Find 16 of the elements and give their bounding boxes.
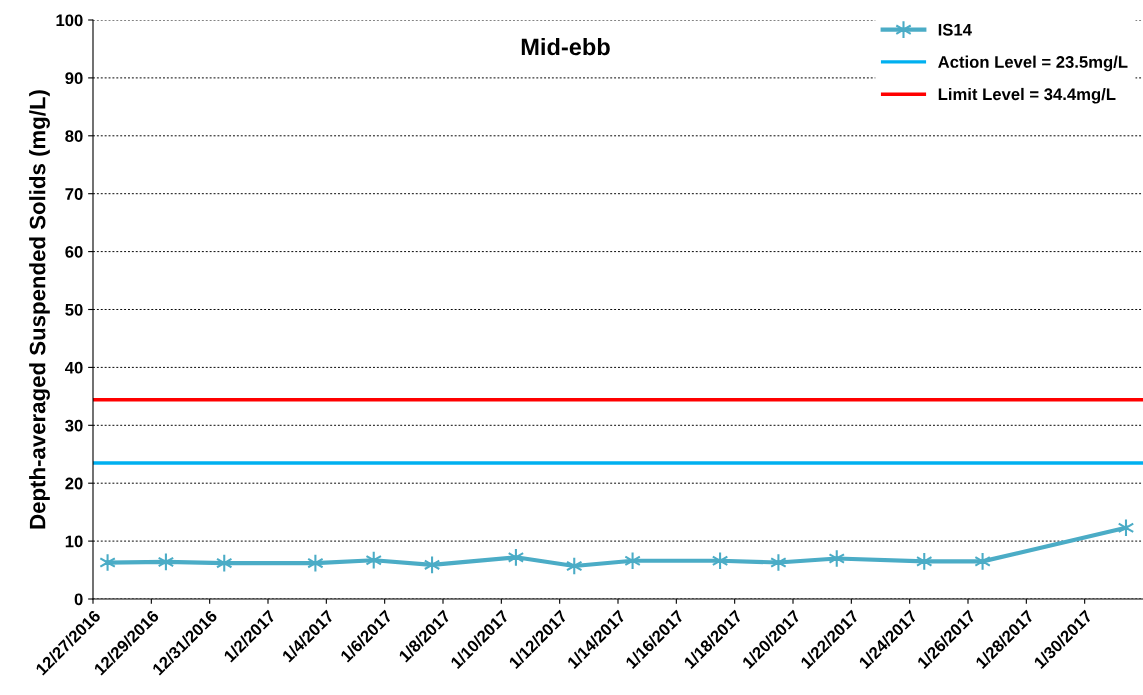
legend-label: Limit Level = 34.4mg/L — [938, 87, 1116, 104]
y-tick-label: 0 — [74, 593, 83, 606]
text: Mid-ebb — [521, 37, 610, 56]
y-tick-label: 10 — [65, 535, 83, 548]
y-tick-label: 20 — [65, 477, 83, 490]
y-tick-label: 90 — [65, 72, 83, 85]
legend-label: Action Level = 23.5mg/L — [938, 55, 1128, 72]
y-tick-label: 100 — [56, 14, 83, 27]
y-tick-label: 30 — [65, 419, 83, 432]
y-tick-label: 60 — [65, 246, 83, 258]
y-tick-label: 70 — [65, 188, 83, 200]
legend-label: IS14 — [938, 23, 972, 36]
y-tick-label: 50 — [65, 303, 83, 316]
y-tick-label: 80 — [65, 130, 83, 142]
y-tick-label: 40 — [64, 361, 83, 374]
y-axis-title: Depth-averaged Suspended Solids (mg/L) — [29, 90, 50, 529]
